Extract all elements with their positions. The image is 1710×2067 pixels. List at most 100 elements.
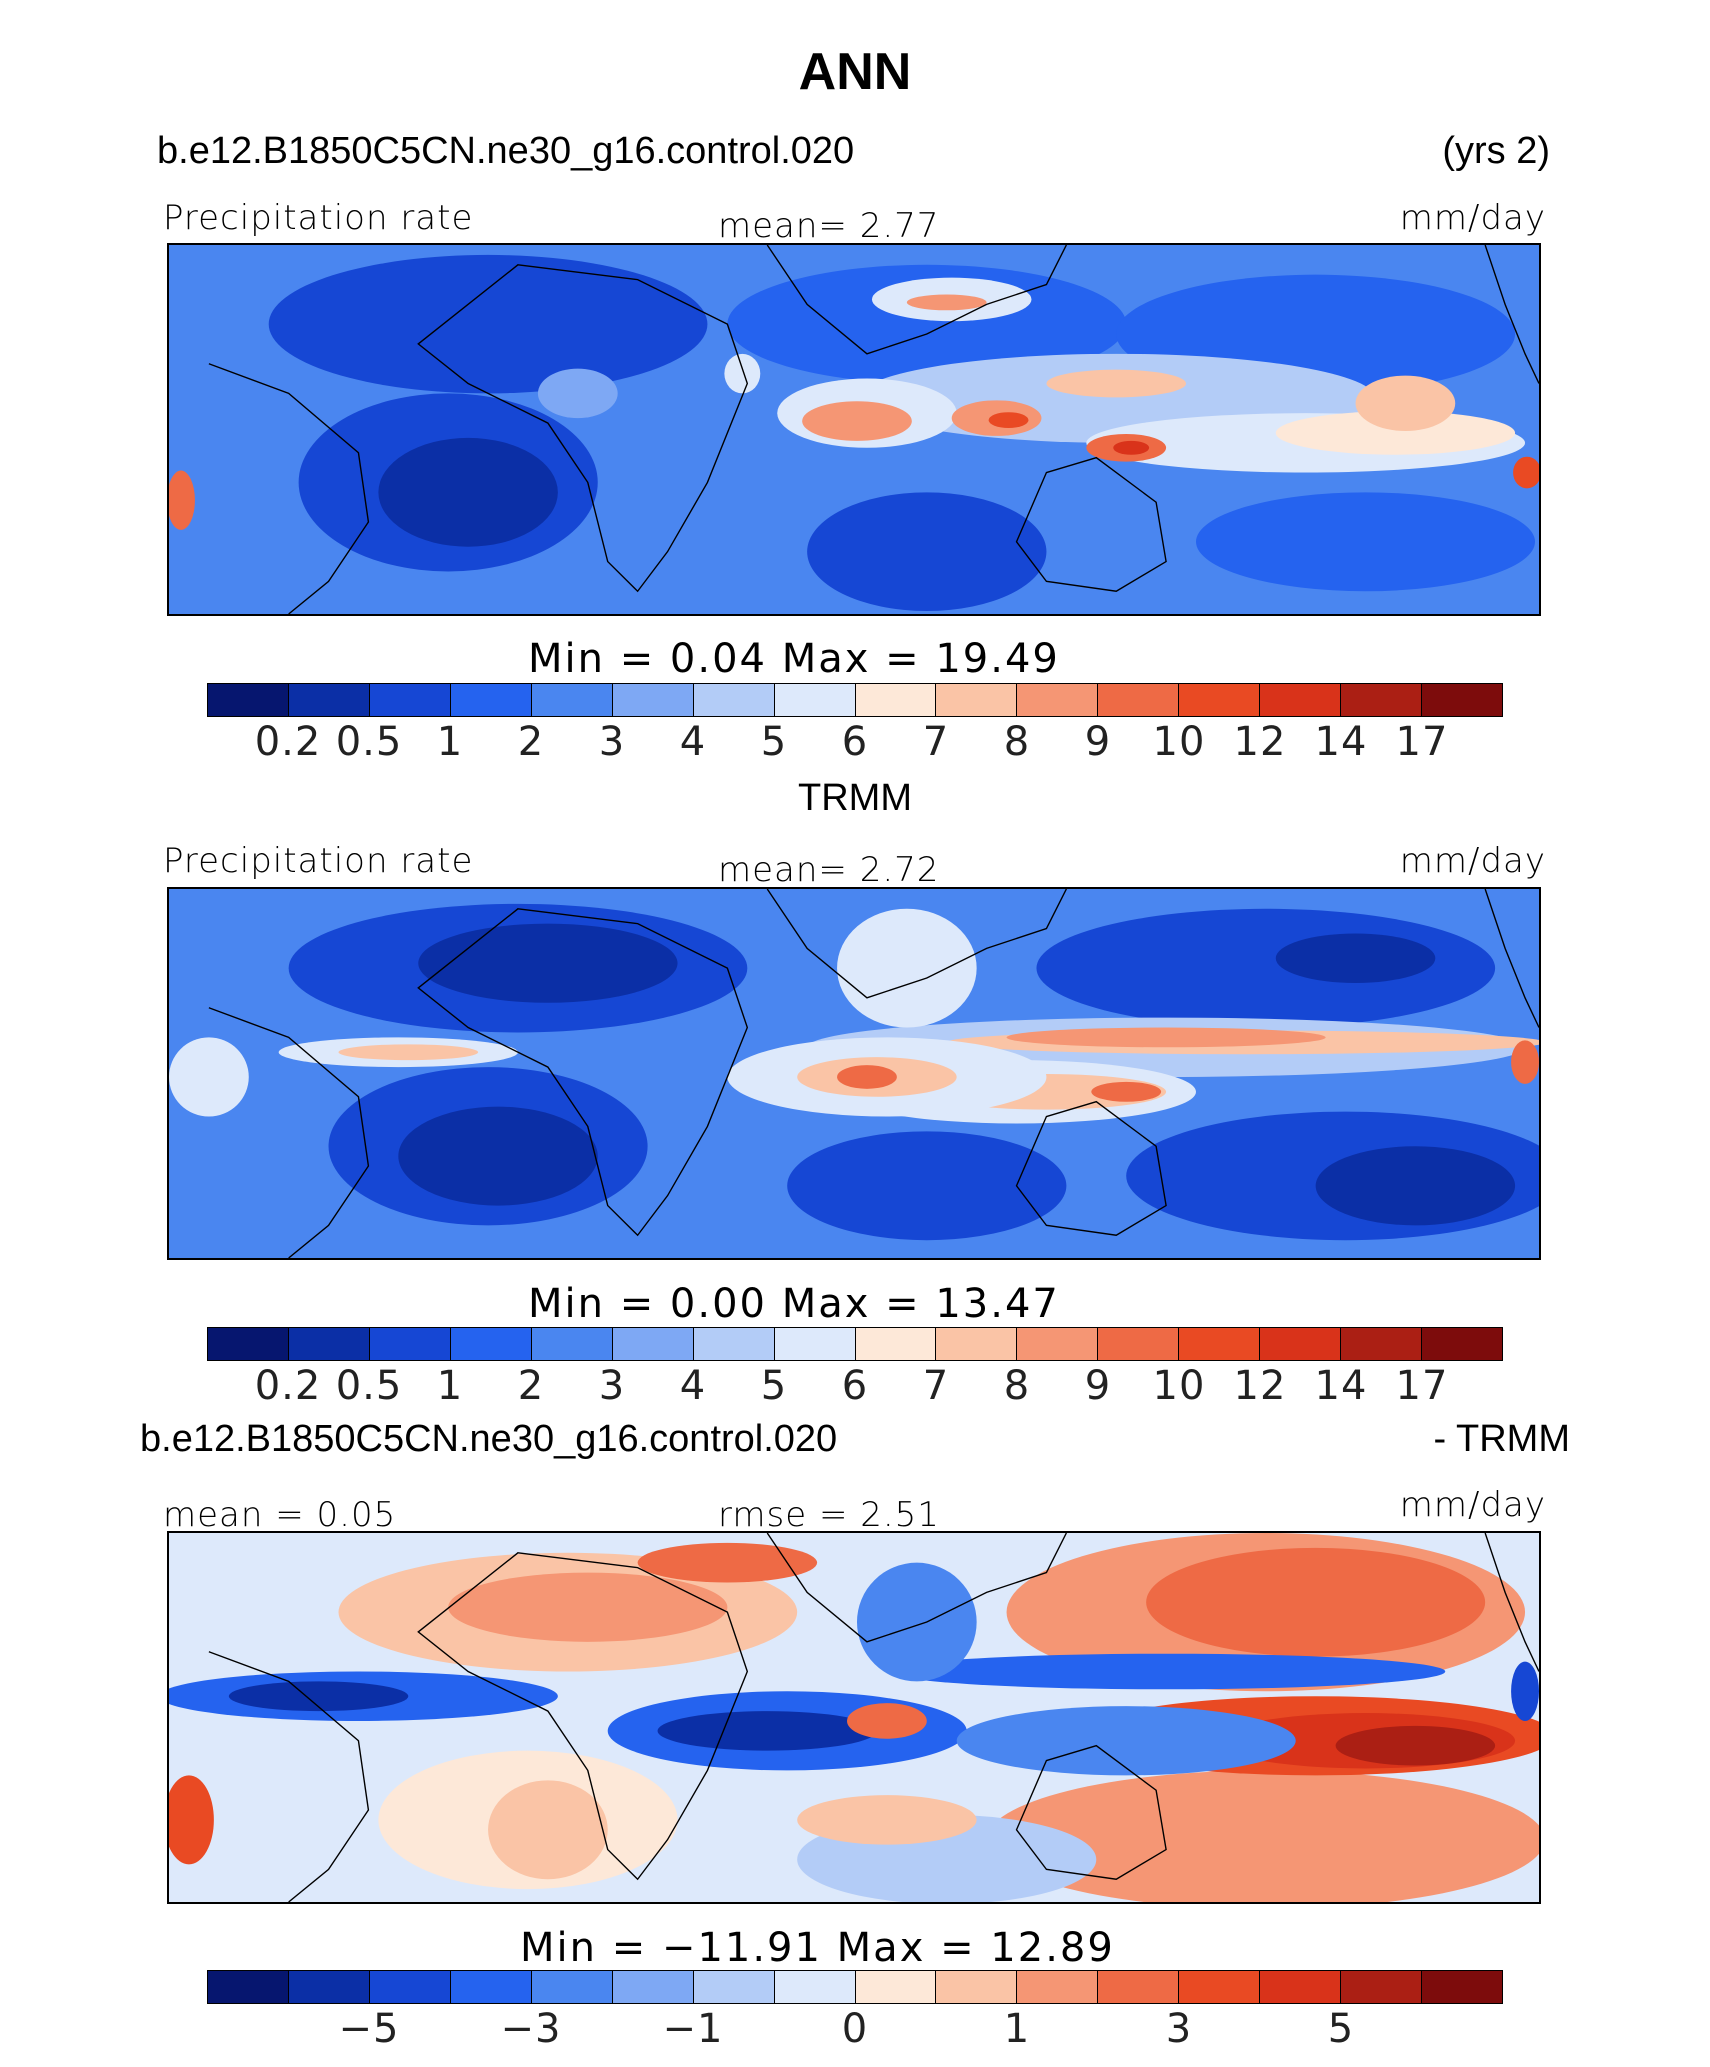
- colorbar-swatch: [288, 1971, 370, 2003]
- panel3-case-name: b.e12.B1850C5CN.ne30_g16.control.020: [140, 1418, 838, 1460]
- colorbar-swatch: [288, 1328, 370, 1360]
- colorbar-swatch: [855, 684, 937, 716]
- colorbar-swatch: [1179, 1328, 1261, 1360]
- panel3-minus-trmm: - TRMM: [1433, 1418, 1571, 1460]
- colorbar-tick-label: 0.2: [254, 1363, 322, 1409]
- colorbar-swatch: [450, 1328, 532, 1360]
- colorbar-tick-label: 10: [1152, 1363, 1206, 1409]
- colorbar-swatch: [1017, 684, 1099, 716]
- colorbar-tick-label: 4: [679, 1363, 707, 1409]
- colorbar-swatch: [369, 1328, 451, 1360]
- colorbar-tick-label: 9: [1084, 719, 1112, 765]
- colorbar-tick-label: 3: [598, 719, 626, 765]
- colorbar-tick-label: 0.5: [335, 1363, 403, 1409]
- colorbar-tick-label: 7: [922, 1363, 950, 1409]
- colorbar-swatch: [288, 684, 370, 716]
- panel3-colorbar-ticks: −5 −3 −1 0 1 3 5: [207, 2006, 1503, 2052]
- colorbar-swatch: [774, 1971, 856, 2003]
- colorbar-swatch: [1017, 1971, 1099, 2003]
- colorbar-tick-label: 3: [598, 1363, 626, 1409]
- colorbar-swatch: [1422, 1971, 1502, 2003]
- colorbar-tick-label: 0: [841, 2006, 869, 2052]
- panel1-min-max: Min = 0.04 Max = 19.49: [528, 636, 1060, 682]
- panel2-colorbar: [207, 1327, 1503, 1361]
- panel2-min-max: Min = 0.00 Max = 13.47: [528, 1281, 1060, 1327]
- colorbar-swatch: [1341, 684, 1423, 716]
- colorbar-tick-label: 5: [760, 1363, 788, 1409]
- colorbar-swatch: [531, 1971, 613, 2003]
- case-name: b.e12.B1850C5CN.ne30_g16.control.020: [157, 130, 855, 172]
- colorbar-tick-label: 7: [922, 719, 950, 765]
- colorbar-tick-label: 2: [517, 1363, 545, 1409]
- colorbar-swatch: [612, 684, 694, 716]
- colorbar-tick-label: 9: [1084, 1363, 1112, 1409]
- colorbar-swatch: [369, 1971, 451, 2003]
- colorbar-tick-label: 4: [679, 719, 707, 765]
- panel2-mean-label: mean= 2.72: [718, 850, 940, 890]
- panel3-min-max: Min = −11.91 Max = 12.89: [520, 1925, 1115, 1971]
- colorbar-swatch: [208, 684, 289, 716]
- colorbar-swatch: [1098, 1971, 1180, 2003]
- colorbar-swatch: [450, 1971, 532, 2003]
- colorbar-swatch: [1179, 684, 1261, 716]
- colorbar-swatch: [1260, 684, 1342, 716]
- colorbar-swatch: [531, 1328, 613, 1360]
- colorbar-tick-label: 0.5: [335, 719, 403, 765]
- colorbar-swatch: [693, 1971, 775, 2003]
- panel1-variable-label: Precipitation rate: [163, 198, 474, 238]
- panel1-mean-label: mean= 2.77: [718, 206, 940, 246]
- colorbar-tick-label: 1: [436, 719, 464, 765]
- panel1-colorbar: [207, 683, 1503, 717]
- panel2-colorbar-ticks: 0.2 0.5 1 2 3 4 5 6 7 8 9 10 12 14 17: [207, 1363, 1503, 1409]
- colorbar-swatch: [1260, 1328, 1342, 1360]
- panel1-units-label: mm/day: [1399, 198, 1546, 238]
- colorbar-tick-label: 14: [1314, 719, 1368, 765]
- panel3-mean-label: mean = 0.05: [163, 1495, 397, 1535]
- colorbar-swatch: [1017, 1328, 1099, 1360]
- colorbar-swatch: [774, 684, 856, 716]
- colorbar-swatch: [450, 684, 532, 716]
- panel3-difference-map: [167, 1531, 1541, 1904]
- colorbar-swatch: [1341, 1328, 1423, 1360]
- colorbar-swatch: [1341, 1971, 1423, 2003]
- colorbar-tick-label: 1: [436, 1363, 464, 1409]
- panel3-colorbar: [207, 1970, 1503, 2004]
- colorbar-tick-label: −5: [338, 2006, 400, 2052]
- colorbar-swatch: [531, 684, 613, 716]
- colorbar-tick-label: −3: [500, 2006, 562, 2052]
- panel1-model-precip-map: [167, 243, 1541, 616]
- panel3-units-label: mm/day: [1399, 1485, 1546, 1525]
- colorbar-swatch: [693, 684, 775, 716]
- colorbar-swatch: [936, 1328, 1018, 1360]
- panel3-rmse-label: rmse = 2.51: [718, 1495, 940, 1535]
- colorbar-swatch: [693, 1328, 775, 1360]
- panel1-colorbar-ticks: 0.2 0.5 1 2 3 4 5 6 7 8 9 10 12 14 17: [207, 719, 1503, 765]
- colorbar-tick-label: 0.2: [254, 719, 322, 765]
- colorbar-swatch: [208, 1328, 289, 1360]
- years-label: (yrs 2): [1442, 130, 1550, 172]
- colorbar-tick-label: 14: [1314, 1363, 1368, 1409]
- colorbar-tick-label: 3: [1165, 2006, 1193, 2052]
- colorbar-swatch: [369, 684, 451, 716]
- colorbar-swatch: [1098, 684, 1180, 716]
- colorbar-swatch: [1098, 1328, 1180, 1360]
- colorbar-tick-label: −1: [662, 2006, 724, 2052]
- colorbar-swatch: [1422, 684, 1502, 716]
- colorbar-tick-label: 12: [1233, 719, 1287, 765]
- colorbar-swatch: [936, 684, 1018, 716]
- colorbar-tick-label: 12: [1233, 1363, 1287, 1409]
- colorbar-tick-label: 6: [841, 719, 869, 765]
- colorbar-swatch: [1260, 1971, 1342, 2003]
- colorbar-swatch: [612, 1328, 694, 1360]
- panel2-variable-label: Precipitation rate: [163, 841, 474, 881]
- colorbar-swatch: [1422, 1328, 1502, 1360]
- figure-title: ANN: [798, 43, 912, 101]
- colorbar-swatch: [936, 1971, 1018, 2003]
- colorbar-tick-label: 1: [1003, 2006, 1031, 2052]
- colorbar-swatch: [1179, 1971, 1261, 2003]
- colorbar-tick-label: 8: [1003, 719, 1031, 765]
- panel2-units-label: mm/day: [1399, 841, 1546, 881]
- colorbar-tick-label: 6: [841, 1363, 869, 1409]
- colorbar-swatch: [208, 1971, 289, 2003]
- colorbar-tick-label: 5: [760, 719, 788, 765]
